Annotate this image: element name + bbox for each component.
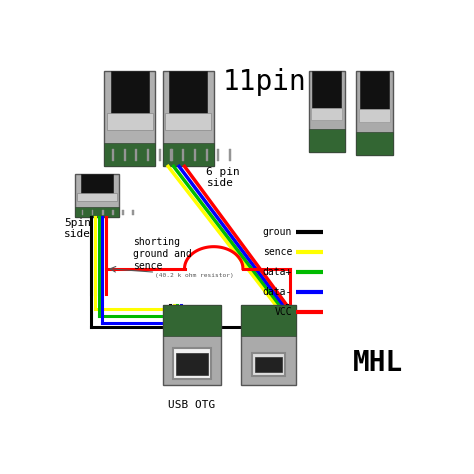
- Text: 5pin
side: 5pin side: [64, 218, 91, 239]
- Bar: [309, 72, 345, 152]
- Text: shorting
ground and
sence: shorting ground and sence: [133, 237, 192, 271]
- Bar: [312, 72, 341, 108]
- Bar: [169, 72, 207, 119]
- Text: data-: data-: [263, 287, 292, 297]
- Bar: [255, 356, 282, 373]
- Bar: [75, 173, 119, 218]
- Bar: [112, 210, 114, 215]
- Bar: [104, 143, 155, 166]
- Bar: [170, 149, 173, 161]
- Bar: [182, 149, 184, 161]
- Bar: [171, 149, 173, 161]
- Bar: [75, 207, 119, 218]
- Bar: [173, 348, 211, 379]
- Text: groun: groun: [263, 227, 292, 237]
- Bar: [122, 210, 124, 215]
- Bar: [102, 210, 103, 215]
- Bar: [91, 210, 93, 215]
- Bar: [360, 72, 389, 109]
- Bar: [311, 108, 342, 119]
- Bar: [165, 113, 211, 130]
- Bar: [241, 305, 296, 385]
- Bar: [309, 129, 345, 152]
- Bar: [356, 132, 392, 155]
- Bar: [217, 149, 219, 161]
- Bar: [136, 149, 137, 161]
- Bar: [163, 305, 221, 385]
- Text: (40.2 k ohm resistor): (40.2 k ohm resistor): [155, 273, 234, 278]
- Text: MHL: MHL: [352, 349, 403, 377]
- Bar: [163, 72, 214, 166]
- Bar: [124, 149, 126, 161]
- Bar: [241, 305, 296, 336]
- Text: data+: data+: [263, 267, 292, 277]
- Bar: [176, 353, 208, 375]
- Bar: [206, 149, 208, 161]
- Text: sence: sence: [263, 247, 292, 257]
- Bar: [359, 109, 390, 122]
- Bar: [147, 149, 149, 161]
- Bar: [77, 193, 117, 201]
- Bar: [104, 72, 155, 166]
- Bar: [107, 113, 153, 130]
- Text: 6 pin
side: 6 pin side: [206, 166, 240, 188]
- Bar: [159, 149, 161, 161]
- Bar: [82, 210, 83, 215]
- Bar: [356, 72, 392, 155]
- Bar: [163, 143, 214, 166]
- Bar: [81, 173, 113, 196]
- Bar: [252, 353, 285, 376]
- Bar: [112, 149, 114, 161]
- Bar: [163, 305, 221, 336]
- Bar: [132, 210, 134, 215]
- Text: 11pin: 11pin: [223, 68, 307, 96]
- Bar: [229, 149, 231, 161]
- Bar: [110, 72, 149, 119]
- Text: VCC: VCC: [274, 307, 292, 318]
- Bar: [194, 149, 196, 161]
- Text: USB OTG: USB OTG: [168, 400, 216, 410]
